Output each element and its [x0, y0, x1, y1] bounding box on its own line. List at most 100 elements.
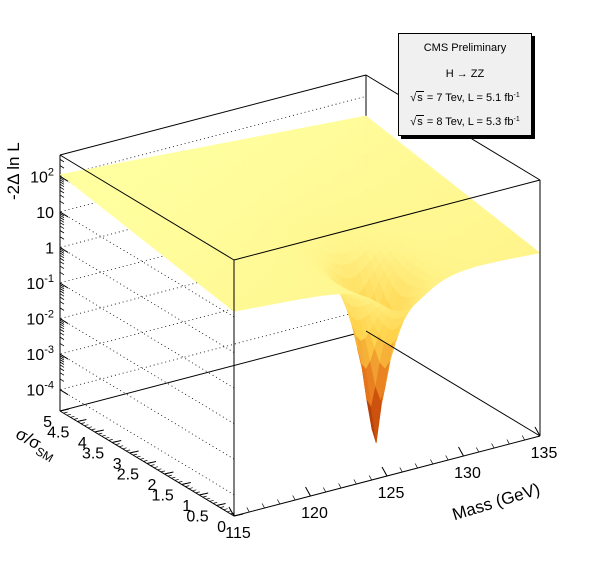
y-tick-label: 3	[113, 456, 122, 473]
y-minor-tick	[81, 423, 85, 424]
y-minor-tick	[189, 488, 193, 489]
right-edge-bottom	[366, 331, 540, 436]
y-minor-tick	[168, 475, 172, 476]
y-minor-tick	[70, 416, 74, 417]
y-minor-tick	[213, 502, 217, 503]
z-minor-tick	[60, 291, 64, 294]
z-minor-tick	[60, 187, 64, 190]
z-minor-tick	[60, 195, 64, 198]
y-minor-tick	[220, 507, 224, 508]
legend-energy-7-lumi: L = 5.1 fb	[468, 92, 514, 104]
x-minor-tick	[400, 468, 403, 473]
y-minor-tick	[109, 439, 113, 440]
y-minor-tick	[227, 511, 231, 512]
x-minor-tick	[247, 508, 250, 513]
x-minor-tick	[308, 492, 311, 497]
y-minor-tick	[150, 465, 154, 466]
legend-box: CMS Preliminary H → ZZ √s = 7 Tev, L = 5…	[398, 33, 532, 136]
y-minor-tick	[192, 490, 196, 491]
y-minor-tick	[147, 463, 151, 464]
z-minor-tick	[60, 159, 64, 162]
y-minor-tick	[130, 452, 134, 453]
y-minor-tick	[95, 431, 99, 432]
y-minor-tick	[199, 494, 203, 495]
x-tick-label: 135	[531, 445, 558, 462]
y-minor-tick	[63, 412, 67, 413]
x-minor-tick	[323, 488, 326, 493]
legend-energy-8: √s = 8 Tev, L = 5.3 fb-1	[399, 116, 531, 128]
y-tick-label: 4	[78, 435, 87, 452]
y-minor-tick	[88, 427, 92, 428]
z-tick-exponent: -3	[44, 344, 54, 356]
legend-channel: H → ZZ	[399, 68, 531, 80]
z-tick	[60, 390, 68, 395]
x-tick-label: 130	[454, 465, 481, 482]
y-minor-tick	[140, 458, 144, 459]
z-tick-label: 10-3	[26, 344, 54, 364]
z-minor-tick	[60, 255, 64, 258]
y-minor-tick	[137, 456, 141, 457]
likelihood-surface	[60, 116, 540, 443]
y-minor-tick	[67, 414, 71, 415]
z-tick-label: 10	[36, 205, 54, 222]
y-minor-tick	[74, 418, 78, 419]
y-minor-tick	[102, 435, 106, 436]
z-minor-tick	[60, 190, 64, 193]
z-minor-tick	[60, 166, 64, 169]
x-minor-tick	[430, 460, 433, 465]
y-minor-tick	[161, 471, 165, 472]
z-tick-label: 10-2	[26, 309, 54, 329]
y-minor-tick	[164, 473, 168, 474]
z-minor-tick	[60, 343, 64, 346]
y-minor-tick	[206, 498, 210, 499]
back-edge-bottom	[60, 331, 366, 411]
y-minor-tick	[60, 410, 64, 411]
y-minor-tick	[234, 515, 238, 516]
y-minor-tick	[126, 450, 130, 451]
z-tick-label: 102	[30, 166, 54, 186]
y-minor-tick	[196, 492, 200, 493]
z-tick-label: 1	[45, 240, 54, 257]
legend-energy-8-sqrts: 8 Tev	[436, 116, 461, 128]
y-tick-label: 1	[182, 498, 191, 515]
z-gridline-0	[60, 310, 366, 495]
z-minor-tick	[60, 365, 64, 368]
y-minor-tick	[98, 433, 102, 434]
z-minor-tick	[60, 379, 64, 382]
x-minor-tick	[385, 472, 388, 477]
y-minor-tick	[203, 496, 207, 497]
z-minor-tick	[60, 226, 64, 229]
y-minor-tick	[116, 444, 120, 445]
y-minor-tick	[154, 467, 158, 468]
x-minor-tick	[522, 436, 525, 441]
z-minor-tick	[60, 237, 64, 240]
y-minor-tick	[112, 442, 116, 443]
z-gridline-1	[60, 274, 366, 459]
legend-energy-8-exp: -1	[514, 116, 520, 123]
z-minor-tick	[60, 272, 64, 275]
z-minor-tick	[60, 220, 64, 223]
legend-energy-7: √s = 7 Tev, L = 5.1 fb-1	[399, 92, 531, 104]
y-minor-tick	[144, 460, 148, 461]
z-minor-tick	[60, 223, 64, 226]
z-minor-tick	[60, 201, 64, 204]
y-minor-tick	[217, 505, 221, 506]
z-minor-tick	[60, 184, 64, 187]
z-minor-tick	[60, 230, 64, 233]
z-minor-tick	[60, 329, 64, 332]
y-minor-tick	[119, 446, 123, 447]
z-tick-label: 10-4	[26, 380, 54, 400]
legend-energy-7-exp: -1	[514, 92, 520, 99]
y-minor-tick	[171, 477, 175, 478]
y-minor-tick	[157, 469, 161, 470]
z-tick-label: 10-1	[26, 273, 54, 293]
y-minor-tick	[224, 509, 228, 510]
x-tick-label: 120	[301, 505, 328, 522]
legend-energy-8-lumi: L = 5.3 fb	[468, 116, 514, 128]
x-minor-tick	[476, 448, 479, 453]
y-minor-tick	[182, 484, 186, 485]
z-minor-tick	[60, 297, 64, 300]
x-tick-label: 115	[225, 525, 251, 542]
x-tick-label: 125	[378, 485, 405, 502]
z-minor-tick	[60, 266, 64, 269]
